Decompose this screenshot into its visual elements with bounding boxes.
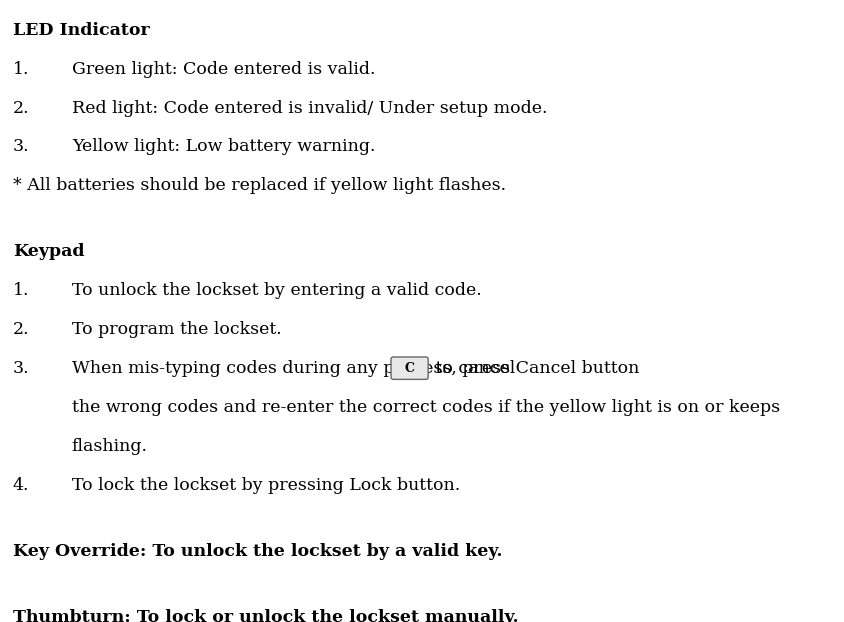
Text: LED Indicator: LED Indicator xyxy=(13,22,149,39)
Text: the wrong codes and re-enter the correct codes if the yellow light is on or keep: the wrong codes and re-enter the correct… xyxy=(72,399,780,416)
Text: 2.: 2. xyxy=(13,321,30,338)
Text: 1.: 1. xyxy=(13,61,30,78)
Text: Green light: Code entered is valid.: Green light: Code entered is valid. xyxy=(72,61,376,78)
Text: to cancel: to cancel xyxy=(430,360,515,377)
Text: Red light: Code entered is invalid/ Under setup mode.: Red light: Code entered is invalid/ Unde… xyxy=(72,100,547,116)
Text: C: C xyxy=(404,361,414,374)
Text: Thumbturn: To lock or unlock the lockset manually.: Thumbturn: To lock or unlock the lockset… xyxy=(13,609,518,622)
FancyBboxPatch shape xyxy=(391,357,428,379)
Text: 4.: 4. xyxy=(13,477,30,494)
Text: 3.: 3. xyxy=(13,360,30,377)
Text: Key Override: To unlock the lockset by a valid key.: Key Override: To unlock the lockset by a… xyxy=(13,543,502,560)
Text: To program the lockset.: To program the lockset. xyxy=(72,321,282,338)
Text: Yellow light: Low battery warning.: Yellow light: Low battery warning. xyxy=(72,139,376,156)
Text: When mis-typing codes during any process, press Cancel button: When mis-typing codes during any process… xyxy=(72,360,645,377)
Text: * All batteries should be replaced if yellow light flashes.: * All batteries should be replaced if ye… xyxy=(13,177,506,194)
Text: flashing.: flashing. xyxy=(72,438,148,455)
Text: 2.: 2. xyxy=(13,100,30,116)
Text: To lock the lockset by pressing Lock button.: To lock the lockset by pressing Lock but… xyxy=(72,477,460,494)
Text: Keypad: Keypad xyxy=(13,243,84,261)
Text: 1.: 1. xyxy=(13,282,30,299)
Text: To unlock the lockset by entering a valid code.: To unlock the lockset by entering a vali… xyxy=(72,282,481,299)
Text: 3.: 3. xyxy=(13,139,30,156)
